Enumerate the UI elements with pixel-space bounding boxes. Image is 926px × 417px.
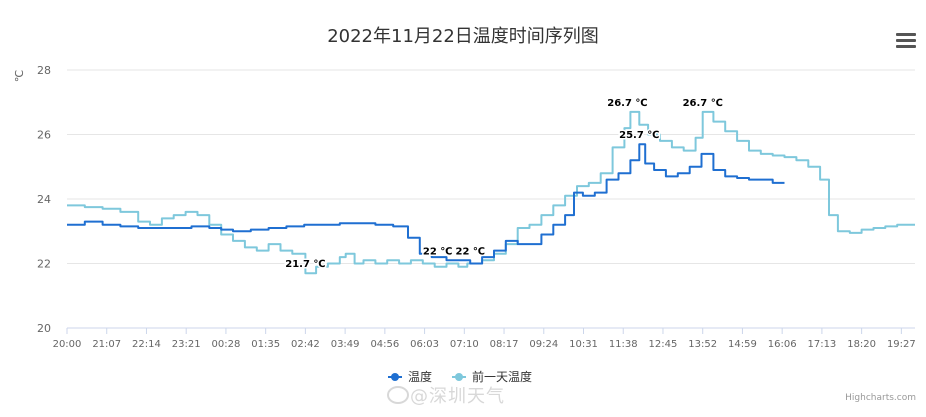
x-tick-label: 14:59: [728, 339, 757, 350]
y-tick-label: 22: [37, 258, 51, 271]
x-tick-label: 22:14: [132, 339, 161, 350]
axes: ℃ 20 22 24 26 28 20:00 21:07 22:14 23:21 00:28 01:…: [13, 64, 916, 350]
chart-title: 2022年11月22日温度时间序列图: [327, 26, 599, 47]
credits-link[interactable]: Highcharts.com: [845, 393, 916, 403]
menu-icon-bar: [896, 45, 916, 48]
series: [67, 110, 915, 275]
legend-item[interactable]: 温度: [388, 369, 432, 384]
x-tick-label: 20:00: [53, 339, 82, 350]
legend-marker: [455, 373, 463, 381]
y-tick-label: 24: [37, 193, 51, 206]
annotations: 21.7 ℃ 22 ℃ 22 ℃ 26.7 ℃ 26.7 ℃ 25.7 ℃: [284, 96, 725, 271]
x-tick-label: 18:20: [847, 339, 876, 350]
legend-marker: [391, 373, 399, 381]
data-label: 22 ℃: [455, 246, 485, 257]
x-tick-label: 13:52: [688, 339, 717, 350]
x-tick-label: 09:24: [529, 339, 558, 350]
x-tick-label: 12:45: [649, 339, 678, 350]
x-tick-label: 02:42: [291, 339, 320, 350]
data-label: 26.7 ℃: [683, 98, 723, 109]
x-tick-label: 21:07: [92, 339, 121, 350]
x-tick-label: 19:27: [887, 339, 916, 350]
data-label: 26.7 ℃: [607, 98, 647, 109]
data-label: 21.7 ℃: [285, 259, 325, 270]
menu-icon: [896, 33, 916, 36]
y-tick-label: 28: [37, 64, 51, 77]
data-label: 25.7 ℃: [619, 130, 659, 141]
x-tick-label: 08:17: [490, 339, 519, 350]
menu-icon-bar: [896, 39, 916, 42]
x-tick-label: 16:06: [768, 339, 797, 350]
y-axis-label: ℃: [13, 70, 26, 82]
y-tick-label: 26: [37, 129, 51, 142]
chart-menu-button[interactable]: [893, 30, 919, 50]
watermark: @深圳天气: [410, 386, 505, 407]
x-tick-label: 03:49: [331, 339, 360, 350]
legend-item[interactable]: 前一天温度: [452, 369, 532, 384]
series-line-temperature[interactable]: [67, 143, 785, 265]
x-tick-label: 00:28: [212, 339, 241, 350]
x-tick-label: 11:38: [609, 339, 638, 350]
x-tick-label: 07:10: [450, 339, 479, 350]
series-line-previous-day[interactable]: [67, 110, 915, 275]
x-tick-label: 04:56: [370, 339, 399, 350]
x-tick-label: 23:21: [172, 339, 201, 350]
data-label: 22 ℃: [423, 246, 453, 257]
x-tick-label: 17:13: [807, 339, 836, 350]
legend-label: 温度: [408, 369, 432, 384]
weibo-logo: [387, 386, 409, 404]
x-tick-label: 06:03: [410, 339, 439, 350]
y-tick-label: 20: [37, 322, 51, 335]
legend: 温度 前一天温度: [388, 369, 532, 384]
x-tick-label: 10:31: [569, 339, 598, 350]
legend-label: 前一天温度: [472, 369, 532, 384]
x-tick-label: 01:35: [251, 339, 280, 350]
grid: [67, 69, 915, 329]
